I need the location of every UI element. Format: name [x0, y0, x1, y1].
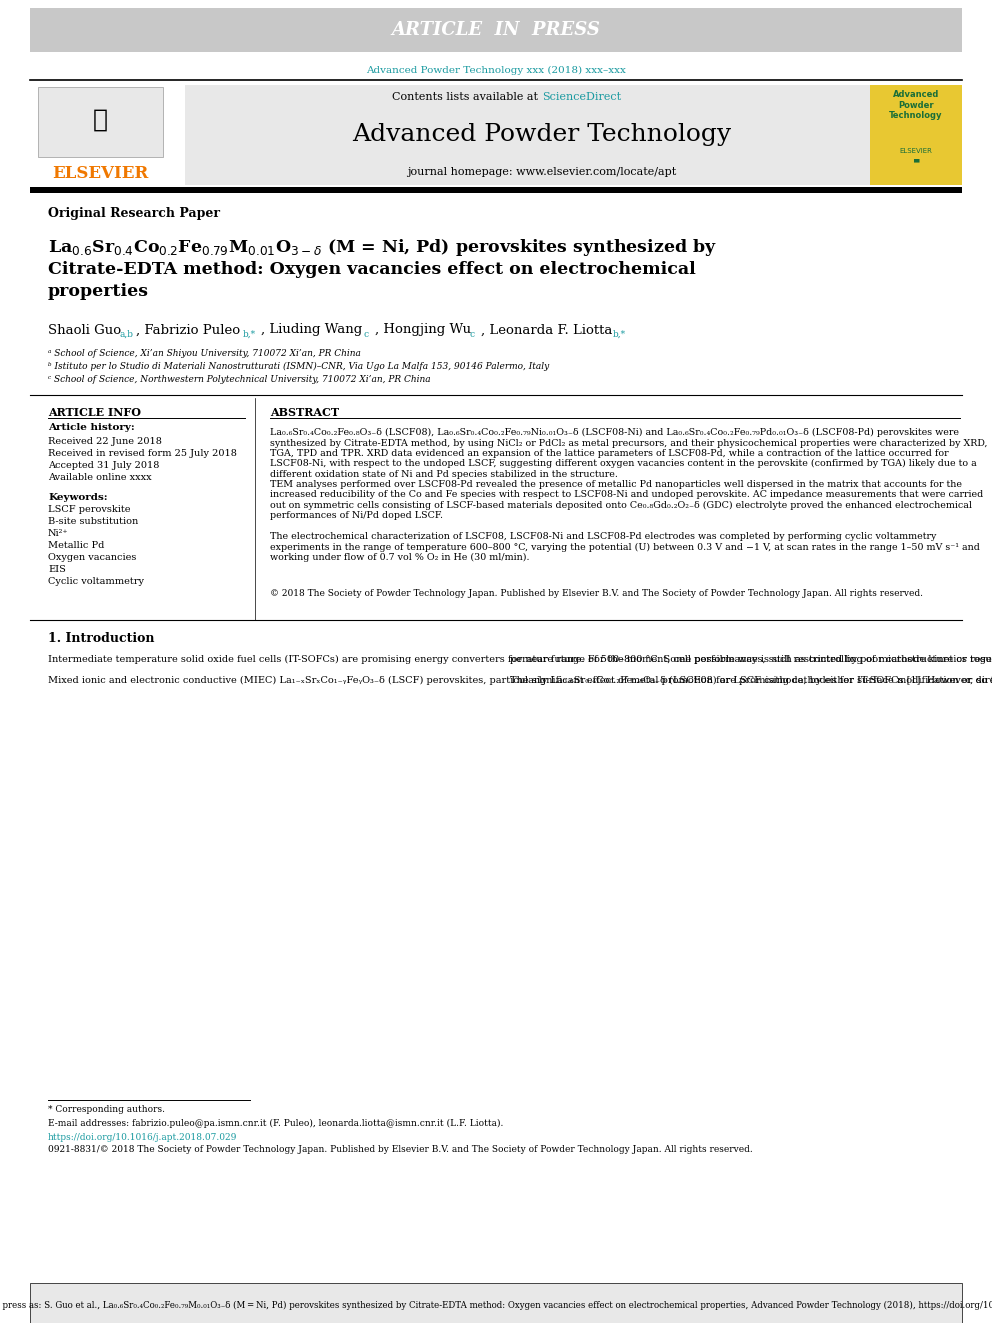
Text: 1. Introduction: 1. Introduction	[48, 631, 155, 644]
Text: Keywords:: Keywords:	[48, 492, 107, 501]
Text: Intermediate temperature solid oxide fuel cells (IT-SOFCs) are promising energy : Intermediate temperature solid oxide fue…	[48, 655, 992, 685]
Text: perature range of 500–800 °C. Some possible ways, such as controlling of microst: perature range of 500–800 °C. Some possi…	[510, 655, 992, 685]
Bar	[870, 85, 962, 185]
Text: La$_{0.6}$Sr$_{0.4}$Co$_{0.2}$Fe$_{0.79}$M$_{0.01}$O$_{3-\delta}$ (M = Ni, Pd) p: La$_{0.6}$Sr$_{0.4}$Co$_{0.2}$Fe$_{0.79}…	[48, 238, 717, 258]
Text: ELSEVIER: ELSEVIER	[52, 164, 148, 181]
Text: TEM analyses performed over LSCF08-Pd revealed the presence of metallic Pd nanop: TEM analyses performed over LSCF08-Pd re…	[270, 480, 983, 520]
Text: Cyclic voltammetry: Cyclic voltammetry	[48, 577, 144, 586]
Text: Oxygen vacancies: Oxygen vacancies	[48, 553, 136, 561]
Text: a,b: a,b	[120, 329, 134, 339]
Text: © 2018 The Society of Powder Technology Japan. Published by Elsevier B.V. and Th: © 2018 The Society of Powder Technology …	[270, 589, 923, 598]
Text: c: c	[470, 329, 475, 339]
Text: LSCF perovskite: LSCF perovskite	[48, 504, 131, 513]
Text: ELSEVIER
▄: ELSEVIER ▄	[900, 148, 932, 161]
Text: Available online xxxx: Available online xxxx	[48, 472, 152, 482]
Text: Received 22 June 2018: Received 22 June 2018	[48, 437, 162, 446]
Bar	[30, 1283, 962, 1323]
Text: E-mail addresses: fabrizio.puleo@pa.ismn.cnr.it (F. Puleo), leonarda.liotta@ismn: E-mail addresses: fabrizio.puleo@pa.ismn…	[48, 1118, 503, 1127]
Text: properties: properties	[48, 283, 149, 300]
Text: ARTICLE  IN  PRESS: ARTICLE IN PRESS	[392, 21, 600, 38]
Text: Original Research Paper: Original Research Paper	[48, 206, 220, 220]
Text: B-site substitution: B-site substitution	[48, 516, 138, 525]
Text: https://doi.org/10.1016/j.apt.2018.07.029: https://doi.org/10.1016/j.apt.2018.07.02…	[48, 1132, 237, 1142]
Text: Please cite this article in press as: S. Guo et al., La₀.₆Sr₀.₄Co₀.₂Fe₀.₇₉M₀.₀₁O: Please cite this article in press as: S.…	[0, 1301, 992, 1310]
Bar	[30, 8, 962, 52]
Text: * Corresponding authors.: * Corresponding authors.	[48, 1106, 165, 1114]
Bar	[185, 85, 900, 185]
Text: ScienceDirect: ScienceDirect	[542, 93, 621, 102]
Text: La₀.₆Sr₀.₄Co₀.₂Fe₀.₈O₃₋δ (LSCF08), La₀.₆Sr₀.₄Co₀.₂Fe₀.₇₉Ni₀.₀₁O₃₋δ (LSCF08-Ni) a: La₀.₆Sr₀.₄Co₀.₂Fe₀.₈O₃₋δ (LSCF08), La₀.₆…	[270, 429, 987, 479]
Text: ABSTRACT: ABSTRACT	[270, 406, 339, 418]
Text: The electrochemical characterization of LSCF08, LSCF08-Ni and LSCF08-Pd electrod: The electrochemical characterization of …	[270, 532, 980, 562]
Text: ᶜ School of Science, Northwestern Polytechnical University, 710072 Xi’an, PR Chi: ᶜ School of Science, Northwestern Polyte…	[48, 374, 431, 384]
Bar	[30, 187, 962, 193]
Text: ARTICLE INFO: ARTICLE INFO	[48, 406, 141, 418]
Text: ᵃ School of Science, Xi’an Shiyou University, 710072 Xi’an, PR China: ᵃ School of Science, Xi’an Shiyou Univer…	[48, 348, 361, 357]
Text: Citrate-EDTA method: Oxygen vacancies effect on electrochemical: Citrate-EDTA method: Oxygen vacancies ef…	[48, 262, 695, 279]
Text: , Hongjing Wu: , Hongjing Wu	[375, 324, 471, 336]
Text: Advanced
Powder
Technology: Advanced Powder Technology	[889, 90, 942, 120]
Text: Contents lists available at: Contents lists available at	[393, 93, 542, 102]
Text: Article history:: Article history:	[48, 423, 135, 433]
Text: EIS: EIS	[48, 565, 65, 573]
Text: c: c	[364, 329, 369, 339]
Text: journal homepage: www.elsevier.com/locate/apt: journal homepage: www.elsevier.com/locat…	[408, 167, 677, 177]
Text: Ni²⁺: Ni²⁺	[48, 528, 68, 537]
Text: ᵇ Istituto per lo Studio di Materiali Nanostrutturati (ISMN)–CNR, Via Ugo La Mal: ᵇ Istituto per lo Studio di Materiali Na…	[48, 361, 550, 370]
Text: 0921-8831/© 2018 The Society of Powder Technology Japan. Published by Elsevier B: 0921-8831/© 2018 The Society of Powder T…	[48, 1146, 753, 1155]
Text: Metallic Pd: Metallic Pd	[48, 541, 104, 549]
Text: Advanced Powder Technology xxx (2018) xxx–xxx: Advanced Powder Technology xxx (2018) xx…	[366, 65, 626, 74]
Text: b,*: b,*	[243, 329, 256, 339]
Text: , Liuding Wang: , Liuding Wang	[261, 324, 362, 336]
Text: b,*: b,*	[613, 329, 626, 339]
Text: Advanced Powder Technology: Advanced Powder Technology	[352, 123, 731, 147]
Text: , Fabrizio Puleo: , Fabrizio Puleo	[136, 324, 240, 336]
Text: 🌳: 🌳	[92, 108, 107, 132]
Text: , Leonarda F. Liotta: , Leonarda F. Liotta	[481, 324, 612, 336]
Text: Accepted 31 July 2018: Accepted 31 July 2018	[48, 460, 160, 470]
Text: Received in revised form 25 July 2018: Received in revised form 25 July 2018	[48, 448, 237, 458]
Bar	[38, 87, 163, 157]
Text: Shaoli Guo: Shaoli Guo	[48, 324, 121, 336]
